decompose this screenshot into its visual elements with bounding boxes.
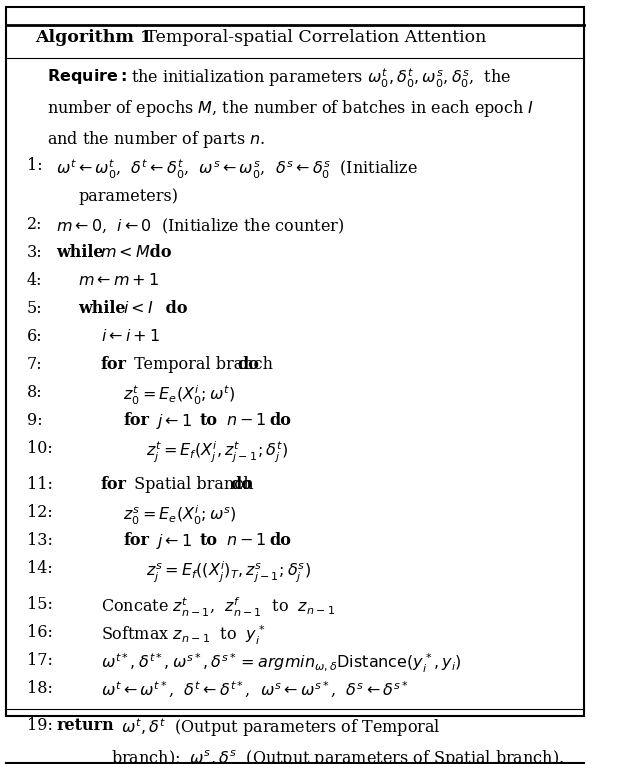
Text: Softmax $z_{n-1}$  to  $y_i^*$: Softmax $z_{n-1}$ to $y_i^*$ [101, 623, 266, 647]
Text: number of epochs $M$, the number of batches in each epoch $I$: number of epochs $M$, the number of batc… [47, 99, 534, 119]
Text: do: do [145, 244, 172, 261]
Text: $j \leftarrow 1$: $j \leftarrow 1$ [152, 413, 193, 431]
Text: the initialization parameters $\omega_0^t, \delta_0^t, \omega_0^s, \delta_0^s$, : the initialization parameters $\omega_0^… [131, 67, 511, 90]
Text: 4:: 4: [26, 273, 42, 290]
Text: 16:: 16: [26, 623, 52, 640]
Text: do: do [160, 300, 188, 317]
Text: $\omega^{t*}, \delta^{t*}, \omega^{s*}, \delta^{s*} = argmin_{\omega,\delta}\mat: $\omega^{t*}, \delta^{t*}, \omega^{s*}, … [101, 652, 461, 675]
Text: $m \leftarrow m + 1$: $m \leftarrow m + 1$ [79, 273, 159, 290]
Text: 15:: 15: [26, 596, 52, 613]
Text: while: while [56, 244, 104, 261]
Text: $z_j^t = E_f(X_j^i, z_{j-1}^t; \delta_j^t)$: $z_j^t = E_f(X_j^i, z_{j-1}^t; \delta_j^… [146, 440, 288, 465]
Text: 6:: 6: [26, 329, 42, 345]
Text: Algorithm 1: Algorithm 1 [35, 29, 152, 46]
Text: 7:: 7: [26, 356, 42, 374]
Text: while: while [79, 300, 126, 317]
Text: do: do [230, 476, 252, 493]
Text: 5:: 5: [26, 300, 42, 317]
Text: branch);  $\omega^s, \delta^s$  (Output parameters of Spatial branch).: branch); $\omega^s, \delta^s$ (Output pa… [111, 748, 564, 764]
Text: $\omega^t \leftarrow \omega_0^t$,  $\delta^t \leftarrow \delta_0^t$,  $\omega^s : $\omega^t \leftarrow \omega_0^t$, $\delt… [56, 157, 418, 180]
Text: do: do [269, 532, 291, 549]
Text: parameters): parameters) [79, 189, 179, 206]
Text: 19:: 19: [26, 717, 52, 733]
Text: 13:: 13: [26, 532, 52, 549]
Text: for: for [101, 476, 127, 493]
Text: $\omega^t \leftarrow \omega^{t*}$,  $\delta^t \leftarrow \delta^{t*}$,  $\omega^: $\omega^t \leftarrow \omega^{t*}$, $\del… [101, 679, 409, 700]
Text: for: for [101, 356, 127, 374]
Text: $j \leftarrow 1$: $j \leftarrow 1$ [152, 532, 193, 551]
Text: $n - 1$: $n - 1$ [221, 413, 268, 429]
FancyBboxPatch shape [6, 7, 584, 716]
Text: $i < I$: $i < I$ [124, 300, 154, 317]
Text: $m \leftarrow 0$,  $i \leftarrow 0$  (Initialize the counter): $m \leftarrow 0$, $i \leftarrow 0$ (Init… [56, 216, 344, 235]
Text: Spatial branch: Spatial branch [129, 476, 259, 493]
Text: 18:: 18: [26, 679, 52, 697]
Text: 11:: 11: [26, 476, 52, 493]
Text: to: to [200, 532, 218, 549]
Text: $z_j^s = E_f((X_j^i)_T, z_{j-1}^s; \delta_j^s)$: $z_j^s = E_f((X_j^i)_T, z_{j-1}^s; \delt… [146, 560, 311, 585]
Text: $m < M$: $m < M$ [100, 244, 151, 261]
Text: $n - 1$: $n - 1$ [221, 532, 268, 549]
Text: 9:: 9: [26, 413, 42, 429]
Text: 8:: 8: [26, 384, 42, 401]
Text: 12:: 12: [26, 504, 52, 521]
Text: $\mathbf{Require:}$: $\mathbf{Require:}$ [47, 67, 127, 86]
Text: Temporal branch: Temporal branch [129, 356, 278, 374]
Text: 10:: 10: [26, 440, 52, 457]
Text: do: do [237, 356, 260, 374]
Text: do: do [269, 413, 291, 429]
Text: for: for [124, 413, 149, 429]
Text: $z_0^t = E_e(X_0^i; \omega^t)$: $z_0^t = E_e(X_0^i; \omega^t)$ [124, 384, 236, 407]
Text: to: to [200, 413, 218, 429]
Text: $i \leftarrow i + 1$: $i \leftarrow i + 1$ [101, 329, 160, 345]
Text: $z_0^s = E_e(X_0^i; \omega^s)$: $z_0^s = E_e(X_0^i; \omega^s)$ [124, 504, 237, 527]
Text: for: for [124, 532, 149, 549]
Text: 2:: 2: [26, 216, 42, 234]
Text: $\omega^t, \delta^t$  (Output parameters of Temporal: $\omega^t, \delta^t$ (Output parameters … [111, 717, 440, 740]
Text: 3:: 3: [26, 244, 42, 261]
Text: Temporal-spatial Correlation Attention: Temporal-spatial Correlation Attention [140, 29, 487, 46]
Text: 1:: 1: [26, 157, 42, 174]
Text: 14:: 14: [26, 560, 52, 577]
Text: Concate $z_{n-1}^t$,  $z_{n-1}^f$  to  $z_{n-1}$: Concate $z_{n-1}^t$, $z_{n-1}^f$ to $z_{… [101, 596, 335, 619]
Text: and the number of parts $n$.: and the number of parts $n$. [47, 129, 266, 151]
Text: return: return [56, 717, 114, 733]
Text: 17:: 17: [26, 652, 52, 668]
